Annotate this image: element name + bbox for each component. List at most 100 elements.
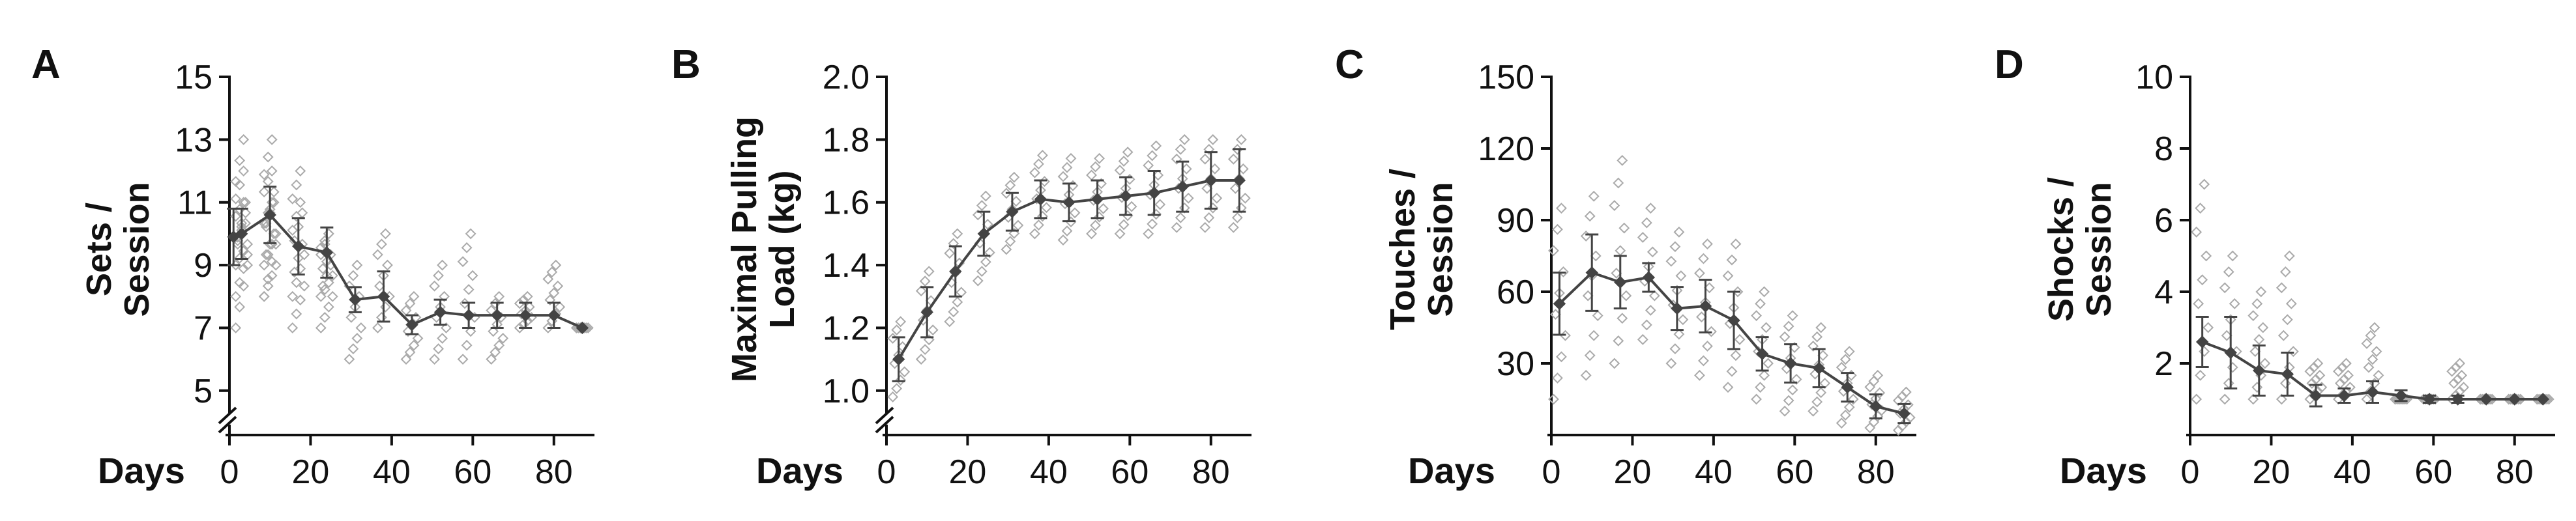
individual-point: [1143, 160, 1154, 171]
axis-break-mark: [218, 406, 237, 425]
mean-point: [519, 309, 532, 322]
y-tick-label: 10: [2135, 59, 2173, 96]
x-tick-label: 80: [535, 453, 573, 491]
mean-point: [576, 321, 589, 335]
individual-point: [1556, 203, 1567, 214]
individual-point: [976, 200, 988, 211]
mean-point: [2536, 393, 2550, 406]
individual-point: [1199, 221, 1211, 233]
y-tick-label: 1.6: [823, 184, 870, 222]
individual-point: [952, 228, 963, 240]
individual-point: [1556, 351, 1567, 363]
individual-point: [1637, 232, 1648, 243]
individual-point: [400, 354, 412, 365]
individual-point: [2345, 382, 2356, 393]
individual-point: [262, 274, 274, 285]
individual-point: [2191, 226, 2203, 238]
x-axis-label: Days: [756, 450, 843, 491]
individual-point: [327, 290, 338, 302]
individual-point: [2219, 393, 2231, 405]
individual-point: [2341, 358, 2352, 369]
individual-point: [1698, 253, 1709, 264]
x-tick-label: 60: [1776, 453, 1813, 491]
individual-point: [1836, 417, 1847, 429]
mean-point: [548, 309, 561, 322]
individual-point: [550, 259, 562, 271]
individual-point: [2312, 358, 2324, 369]
individual-point: [514, 322, 525, 333]
individual-point: [1143, 228, 1154, 240]
individual-point: [2251, 382, 2263, 393]
y-tick-label: 2: [2154, 345, 2173, 383]
individual-point: [518, 318, 529, 330]
mean-point: [2224, 346, 2237, 359]
x-tick-label: 20: [2253, 453, 2291, 491]
individual-point: [1872, 410, 1884, 422]
mean-point: [377, 290, 390, 303]
individual-point: [887, 391, 899, 402]
individual-point: [2195, 203, 2206, 214]
individual-point: [1227, 153, 1239, 165]
individual-point: [1892, 425, 1904, 436]
mean-point: [1812, 361, 1826, 375]
mean-point: [1147, 186, 1161, 199]
individual-point: [266, 197, 278, 208]
individual-point: [1178, 134, 1190, 145]
individual-point: [351, 333, 363, 344]
individual-point: [2253, 333, 2265, 345]
individual-point: [2247, 393, 2259, 405]
individual-point: [408, 339, 420, 351]
individual-point: [1122, 147, 1134, 158]
mean-point: [1205, 174, 1218, 187]
mean-point: [2309, 389, 2322, 402]
individual-point: [2259, 358, 2271, 369]
x-tick-label: 0: [877, 453, 896, 491]
individual-point: [1171, 153, 1182, 165]
mean-point: [405, 318, 418, 331]
individual-point: [1815, 387, 1827, 399]
x-tick-label: 20: [1614, 453, 1652, 491]
individual-point: [437, 333, 448, 344]
individual-point: [2306, 378, 2318, 389]
individual-point: [1641, 319, 1652, 331]
individual-point: [266, 165, 278, 176]
individual-point: [1203, 212, 1215, 223]
individual-point: [2371, 346, 2382, 358]
individual-point: [1673, 226, 1685, 238]
individual-point: [295, 165, 306, 176]
mean-point: [1233, 174, 1246, 187]
mean-point: [1784, 357, 1797, 370]
individual-point: [976, 266, 988, 277]
individual-point: [287, 193, 299, 204]
individual-point: [2199, 346, 2210, 358]
individual-point: [1706, 326, 1717, 337]
individual-point: [2203, 322, 2214, 333]
individual-point: [1584, 210, 1596, 222]
individual-point: [980, 256, 991, 268]
mean-point: [2366, 386, 2379, 399]
mean-point: [2281, 367, 2294, 381]
individual-point: [1008, 227, 1020, 239]
individual-point: [1620, 290, 1632, 302]
x-tick-label: 40: [1695, 453, 1733, 491]
individual-point: [2365, 330, 2377, 341]
individual-point: [234, 277, 246, 289]
individual-point: [1033, 158, 1044, 170]
y-axis-label-line: Sets /: [80, 203, 119, 296]
individual-point: [299, 249, 310, 260]
x-axis-label: Days: [1408, 450, 1495, 491]
individual-point: [429, 354, 440, 365]
y-tick-label: 5: [194, 373, 212, 410]
individual-point: [1126, 201, 1137, 212]
individual-point: [1118, 156, 1130, 167]
individual-point: [1787, 310, 1798, 322]
y-axis-label: Shocks /Session: [2042, 177, 2118, 322]
individual-point: [1730, 350, 1742, 361]
individual-point: [891, 324, 903, 336]
individual-point: [518, 294, 529, 306]
individual-point: [1847, 393, 1859, 405]
individual-point: [1759, 369, 1770, 381]
individual-point: [542, 322, 554, 333]
x-tick-label: 80: [1192, 453, 1230, 491]
individual-point: [2446, 365, 2458, 377]
